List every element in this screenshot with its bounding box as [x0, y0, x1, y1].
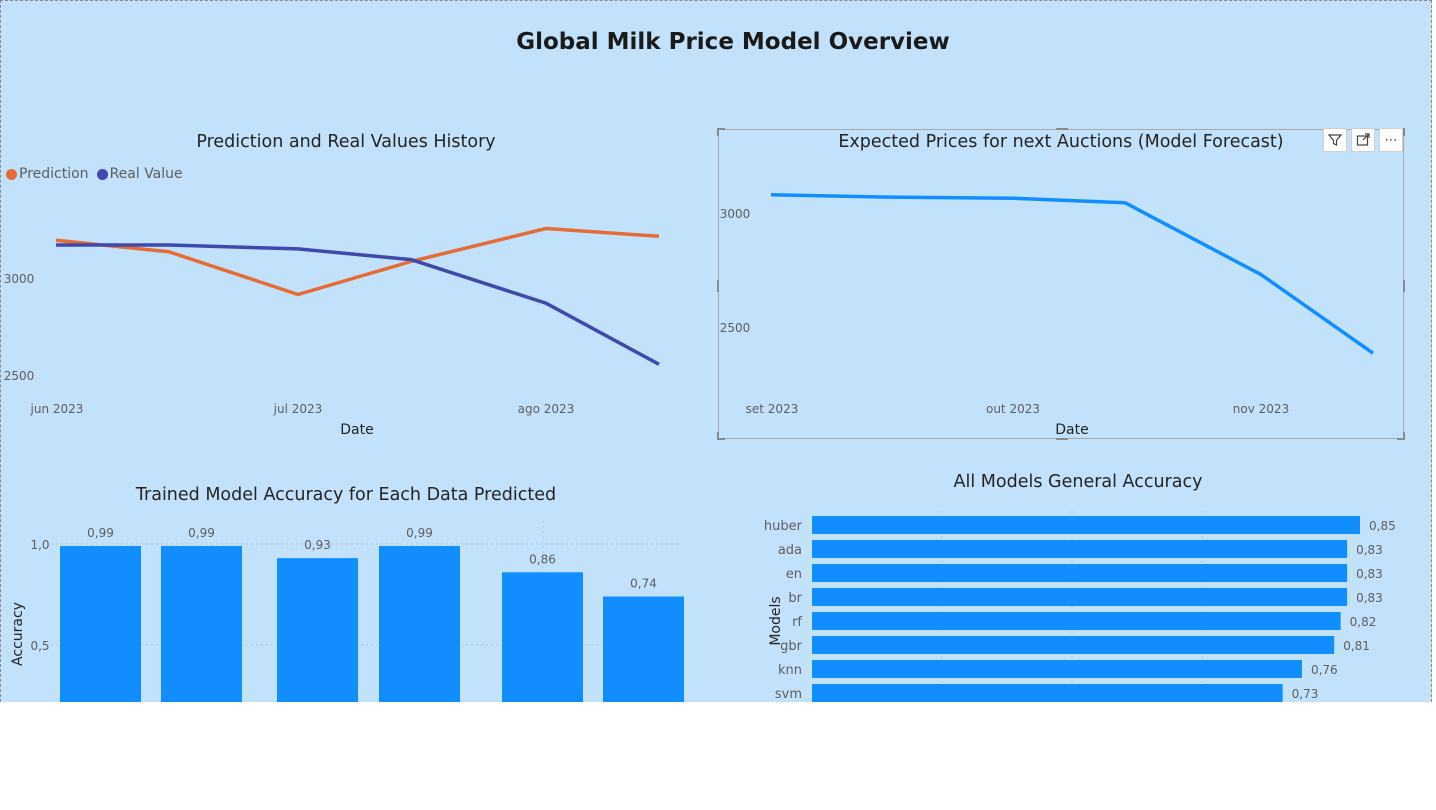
- series-line-forecast: [770, 193, 1375, 355]
- forecast-chart-title: Expected Prices for next Auctions (Model…: [838, 132, 1284, 152]
- accuracy-chart-title: Trained Model Accuracy for Each Data Pre…: [135, 485, 557, 505]
- bar: [812, 636, 1335, 654]
- legend-label-prediction: Prediction: [19, 166, 89, 182]
- bar: [277, 558, 358, 702]
- x-tick-label: jun 2023: [30, 402, 84, 416]
- resize-handle-top[interactable]: [1056, 128, 1068, 130]
- resize-handle-right[interactable]: [1403, 280, 1405, 292]
- y-tick-label: 3000: [4, 272, 35, 286]
- data-label: 0,93: [304, 538, 331, 552]
- bar: [812, 684, 1283, 702]
- data-label: 0,73: [1292, 687, 1319, 701]
- bar: [812, 612, 1341, 630]
- models-chart[interactable]: Models huber 0,85 ada 0,83 en 0,83 br 0,83 rf 0,82…: [701, 461, 1431, 702]
- data-label: 0,76: [1311, 663, 1338, 677]
- resize-handle-bottom[interactable]: [1056, 438, 1068, 440]
- y-tick-label: 3000: [720, 207, 751, 221]
- resize-corner-bottom-left[interactable]: [717, 432, 725, 440]
- visual-header: ⋯: [1323, 128, 1403, 152]
- accuracy-chart[interactable]: 1,0 0,5 Accuracy 0,99 0,99 0,93 0,99 0,86 0,74: [1, 461, 701, 702]
- data-label: 0,99: [188, 526, 215, 540]
- category-label: ada: [778, 543, 802, 558]
- data-label: 0,81: [1343, 639, 1370, 653]
- category-label: rf: [792, 615, 802, 630]
- x-tick-label: jul 2023: [273, 402, 323, 416]
- resize-corner-top-left[interactable]: [717, 128, 725, 136]
- legend-item-real-value[interactable]: Real Value: [96, 166, 183, 182]
- x-axis-label: Date: [340, 422, 373, 438]
- data-label: 0,85: [1369, 519, 1396, 533]
- category-label: en: [786, 567, 802, 582]
- y-axis-label: Models: [768, 596, 784, 645]
- bar: [379, 546, 460, 702]
- history-chart-title: Prediction and Real Values History: [196, 132, 496, 152]
- focus-mode-icon[interactable]: [1351, 128, 1375, 152]
- y-tick-label: 0,5: [30, 639, 49, 653]
- bar: [60, 546, 141, 702]
- bar: [161, 546, 242, 702]
- forecast-visual-frame[interactable]: [717, 128, 1405, 440]
- bar: [812, 516, 1360, 534]
- page-title: Global Milk Price Model Overview: [516, 29, 950, 55]
- bar: [812, 564, 1348, 582]
- data-label: 0,83: [1356, 543, 1383, 557]
- bar: [812, 588, 1348, 606]
- x-tick-label: set 2023: [746, 402, 799, 416]
- data-label: 0,83: [1356, 567, 1383, 581]
- bar: [812, 660, 1302, 678]
- series-line-prediction: [55, 226, 660, 297]
- y-tick-label: 2500: [720, 321, 751, 335]
- legend-item-prediction[interactable]: Prediction: [6, 166, 89, 182]
- x-axis-label: Date: [1055, 422, 1088, 438]
- data-label: 0,99: [87, 526, 114, 540]
- y-tick-label: 2500: [4, 369, 35, 383]
- report-canvas: Global Milk Price Model Overview Predict…: [0, 0, 1432, 702]
- filter-icon[interactable]: [1323, 128, 1347, 152]
- data-label: 0,99: [406, 526, 433, 540]
- category-label: huber: [764, 519, 803, 534]
- y-axis-label: Accuracy: [10, 602, 26, 666]
- models-chart-title: All Models General Accuracy: [953, 472, 1203, 492]
- history-chart[interactable]: 3000 2500 jun 2023 jul 2023 ago 2023 Date: [1, 1, 701, 451]
- x-tick-label: out 2023: [986, 402, 1040, 416]
- legend-marker-real-value: [96, 168, 108, 180]
- category-label: svm: [775, 687, 802, 702]
- more-options-icon[interactable]: ⋯: [1379, 128, 1403, 152]
- y-tick-label: 1,0: [30, 538, 49, 552]
- bar: [603, 596, 684, 702]
- data-label: 0,86: [529, 552, 556, 566]
- history-legend: Prediction Real Value: [6, 166, 183, 182]
- resize-handle-left[interactable]: [717, 280, 719, 292]
- x-tick-label: nov 2023: [1233, 402, 1289, 416]
- legend-marker-prediction: [6, 168, 17, 180]
- series-line-real-value: [56, 243, 660, 366]
- category-label: gbr: [780, 639, 803, 654]
- category-label: br: [788, 591, 802, 606]
- data-label: 0,82: [1350, 615, 1377, 629]
- resize-corner-bottom-right[interactable]: [1397, 432, 1405, 440]
- bar: [812, 540, 1348, 558]
- data-label: 0,83: [1356, 591, 1383, 605]
- forecast-chart[interactable]: 3000 2500 set 2023 out 2023 nov 2023 Date: [701, 1, 1421, 451]
- data-label: 0,74: [630, 577, 657, 591]
- legend-label-real-value: Real Value: [109, 166, 183, 182]
- category-label: knn: [778, 663, 802, 678]
- x-tick-label: ago 2023: [518, 402, 575, 416]
- bar: [502, 572, 583, 702]
